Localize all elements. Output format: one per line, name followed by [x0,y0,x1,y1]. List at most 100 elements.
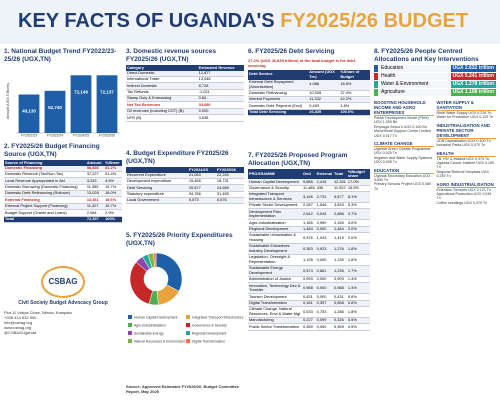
group-line: Rural Water Supply UGX 0,226 Tn [436,111,492,115]
cell: 3,146 [302,191,316,203]
cell: 1,165 [302,220,316,227]
row: Total Debt Servicing 26,839 100.0% [248,109,370,117]
cell: 58,836 [85,165,105,172]
header-cell: GoU [302,169,316,180]
x-tick-label: FY2023/24 [47,134,63,138]
cell: 0,359 [333,324,347,331]
cell: 20,677 [187,185,216,192]
cell: 1,235 [333,265,347,277]
cell: Regional Development [248,226,303,234]
cell: Net Tax Revenues [126,102,198,109]
cell: Stamp Duty & Embossing [126,96,198,103]
value-label: 48,130 [22,108,36,113]
cell: 1,419 [333,232,347,244]
row: Sustainable Extractives Industry Develop… [248,243,370,255]
cell: Local Revenue Appropriated in Aid [4,178,86,185]
cell: 12,877 [197,70,244,77]
row: Private Sector Development 2,287 1,546 3,83… [248,202,370,210]
intervention-group: HEALTH TB, HIV & Malaria UGX 0,373 Tn Ugan… [436,151,496,179]
row: Domestic Debt Payment (Excl) 0,493 1.8% [248,103,370,110]
cell: 18.0% [104,191,122,198]
cell: Human Capital Development [248,179,303,186]
cell: 15.7% [104,203,122,211]
cell: 5,576 [215,198,244,205]
cell: 1.8% [346,243,370,255]
group-line: Uganda Cancer Institute UGX 0,159 Tn [436,161,495,170]
cell: 0,227 [302,317,316,325]
title: KEY FACTS OF UGANDA'S FY2025/26 BUDGET [18,10,468,33]
legend-label: Digital Transformation [192,339,225,343]
cell: 15,485 [187,178,216,186]
section-allocation: 7. FY2025/26 Proposed Program Allocation… [248,152,370,331]
cell: 2.0% [346,232,370,244]
row: Legislation, Oversight & Representation 1… [248,254,370,266]
cell: 9,885 [302,179,316,186]
cell: 34,786 [187,191,216,199]
table: FY2024/25 FY2025/26 Recurrent Expenditure 2… [126,167,244,205]
group-heading: AGRO INDUSTRIALISATION [436,182,496,188]
group-line: Uganda Green Climate Programme UGX 0,025… [374,147,431,156]
cell: 1.8% [339,103,370,110]
intervention-group: INDUSTRIALISATION AND PRIVATE SECTOR DEV… [436,123,496,148]
group-heading: INDUSTRIALISATION AND PRIVATE SECTOR DEV… [436,123,496,139]
allocation-row: Health UGX 5.241 trillion [374,73,496,80]
header-cell: FY2025/26 [215,167,244,173]
cell: 51.4% [104,171,122,179]
org-name: Civil Society Budget Advocacy Group [18,300,108,306]
header-row: Category Estimated Revenue [126,65,244,71]
contact: @CSBAGUganda [4,330,37,335]
cell: Manufacturing [248,317,303,325]
allocation-label: Agriculture [381,89,405,95]
section-title: 8. FY2025/26 People Centred Allocations … [374,48,479,63]
intervention-group: AGRO INDUSTRIALISATION Extension Services… [436,182,496,206]
bar [44,90,66,133]
cell: 13,046 [197,76,244,84]
bar [96,75,118,133]
cell: 100% [104,216,122,223]
row: Agro-Industrialisation 1,165 0,990 2,155 3.0… [248,220,370,227]
section-revenue: 3. Domestic revenue sources FY2025/26 (U… [126,48,244,122]
cell: 22,240 [215,172,244,179]
contact: info@csbag.org [4,320,33,325]
cell: Statutory expenditure [126,191,188,199]
row: Development expenditure 15,485 18,731 [126,178,244,186]
cell: Legislation, Oversight & Representation [248,254,303,266]
value-label: 52,740 [48,105,62,110]
cell: 0,558 [333,300,347,307]
cell: 2,731 [315,191,333,203]
row: Domestic Debt Refinancing (Rollover) 13,0… [4,191,122,198]
pie-chart: Human Capital Development Integrated Tran… [128,252,244,343]
row: Stamp Duty & Embossing 0.60 [126,96,244,103]
row: Oil revenues (Including CGT) (B) 0.000 [126,108,244,116]
group-line: Micro/Small Support Centre Limited UGX 0… [374,129,431,138]
cell: 81.2% [104,165,122,172]
cell: 0,993 [302,276,316,284]
cell: Interest Payments [248,96,309,104]
cell: 18,731 [215,178,244,186]
row: Manufacturing 0,227 0,099 0,326 0.5% [248,317,370,325]
row: Public Sector Transformation 0,359 0,000 0,… [248,324,370,331]
row: Innovation, Technology Dev & Transfer 0,9… [248,282,370,295]
cell: Domestic Borrowing (Domestic Financing) [4,184,86,192]
cell: Direct Domestic [126,70,198,77]
section-people: 8. FY2025/26 People Centred Allocations … [374,48,496,396]
cell: 2,416 [315,179,333,186]
intervention-group: EDUCATION Uganda Secondary Education UGX … [374,168,434,192]
legend-swatch [128,323,132,327]
cell: 3.0% [346,220,370,227]
x-tick-label: FY2025/26 [99,134,115,138]
header-row: Debt Service Amount (UGX Trn) %Share of Bu… [248,69,370,80]
cell: 0.000 [197,108,244,116]
group-line: UDB Capitalisation UGX 0,100 Tn [436,138,491,143]
section-expenditure: 4. Budget Expenditure FY2025/26 (UGX,TN)… [126,150,244,205]
cell: 0.8% [346,300,370,307]
group-line: Irrigation and Water Supply Systems UGX … [374,155,433,165]
cell: Sustainable Urbanisation & Housing [248,232,303,244]
cell: Public Sector Transformation [248,324,303,331]
cell: Domestic Debt Payment (Excl) [248,103,309,110]
header-cell: %Budget share [346,169,370,180]
cell: 0,988 [333,282,347,295]
allocation-label: Education [381,65,404,71]
group-heading: EDUCATION [374,168,434,174]
